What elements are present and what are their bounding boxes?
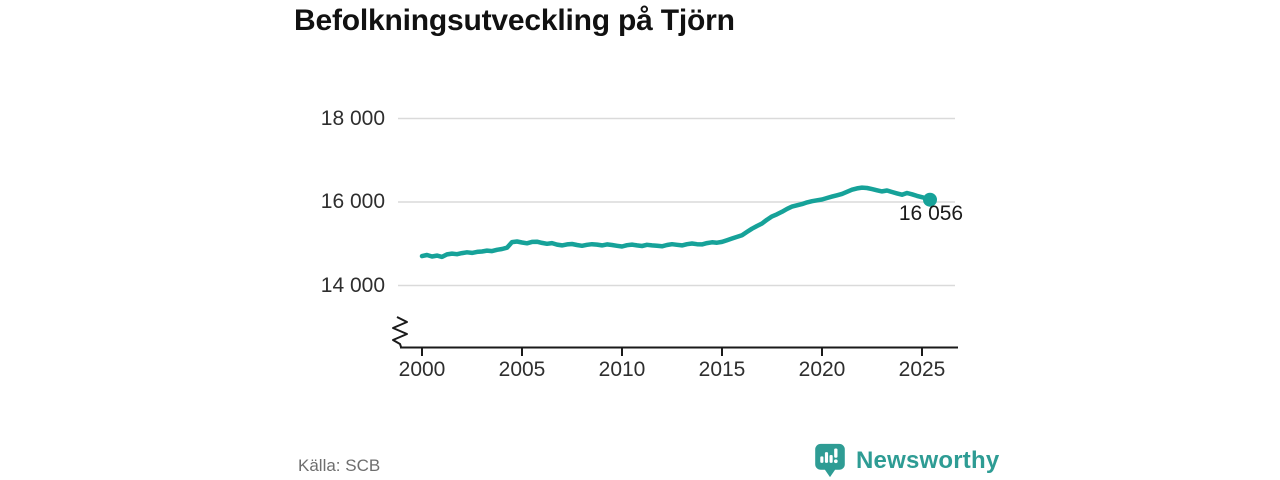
y-axis-tick-label-18000: 18 000	[320, 107, 385, 130]
chart-title: Befolkningsutveckling på Tjörn	[294, 4, 735, 37]
source-note: Källa: SCB	[298, 456, 381, 475]
y-axis-tick-label-14000: 14 000	[320, 274, 385, 297]
newsworthy-badge-icon	[815, 443, 845, 478]
newsworthy-logo: Newsworthy	[813, 442, 999, 479]
latest-value-label: 16 056	[898, 202, 964, 225]
x-axis-tick-label-2000: 2000	[398, 358, 446, 381]
y-axis-tick-label-16000: 16 000	[320, 190, 385, 213]
newsworthy-wordmark: Newsworthy	[856, 446, 1000, 474]
x-axis-tick-label-2015: 2015	[698, 358, 746, 381]
x-axis-tick-label-2010: 2010	[598, 358, 646, 381]
x-axis-tick-label-2020: 2020	[798, 358, 846, 381]
x-axis-tick-label-2005: 2005	[498, 358, 546, 381]
x-axis-tick-label-2025: 2025	[898, 358, 946, 381]
